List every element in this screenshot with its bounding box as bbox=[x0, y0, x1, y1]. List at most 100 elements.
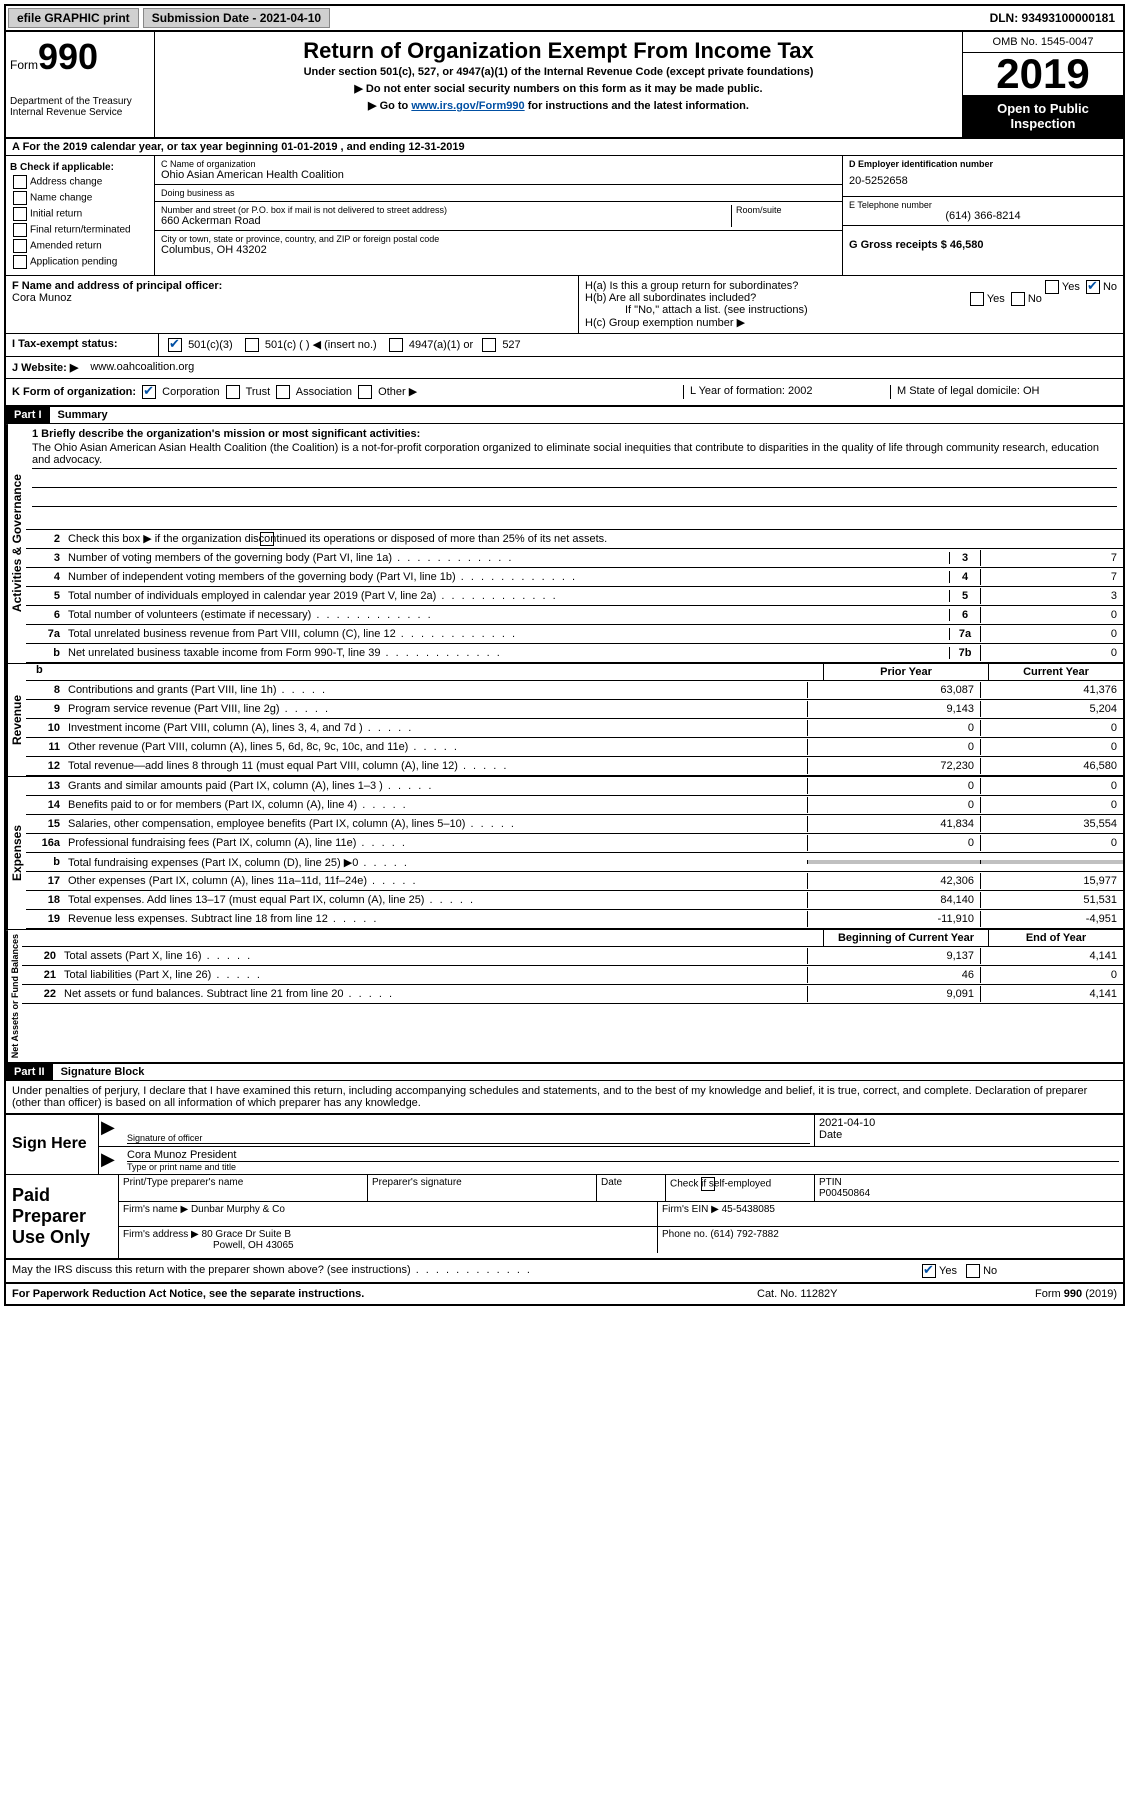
discuss-no[interactable] bbox=[966, 1264, 980, 1278]
firm-ein: 45-5438085 bbox=[722, 1204, 775, 1215]
checkbox-initial-return[interactable] bbox=[13, 207, 27, 221]
exp-line-19: 19 Revenue less expenses. Subtract line … bbox=[26, 910, 1123, 929]
checkbox-amended[interactable] bbox=[13, 239, 27, 253]
row-k-form-org: K Form of organization: Corporation Trus… bbox=[6, 379, 1123, 407]
efile-button[interactable]: efile GRAPHIC print bbox=[8, 8, 139, 28]
row-j-website: J Website: ▶ www.oahcoalition.org bbox=[6, 357, 1123, 379]
checkbox-application-pending[interactable] bbox=[13, 255, 27, 269]
cb-association[interactable] bbox=[276, 385, 290, 399]
section-net-assets: Net Assets or Fund Balances Beginning of… bbox=[6, 930, 1123, 1064]
col-h-group: H(a) Is this a group return for subordin… bbox=[579, 276, 1123, 333]
exp-line-17: 17 Other expenses (Part IX, column (A), … bbox=[26, 872, 1123, 891]
gov-line-7a: 7a Total unrelated business revenue from… bbox=[26, 625, 1123, 644]
cb-4947[interactable] bbox=[389, 338, 403, 352]
sign-arrow-icon-2: ▶ bbox=[99, 1147, 123, 1174]
telephone: (614) 366-8214 bbox=[849, 210, 1117, 222]
ha-yes[interactable] bbox=[1045, 280, 1059, 294]
line-2: 2 Check this box ▶ if the organization d… bbox=[26, 530, 1123, 549]
form-id: Form990 Department of the Treasury Inter… bbox=[6, 32, 155, 137]
cb-trust[interactable] bbox=[226, 385, 240, 399]
exp-line-13: 13 Grants and similar amounts paid (Part… bbox=[26, 777, 1123, 796]
tax-year: 2019 bbox=[963, 53, 1123, 95]
ssn-warning: ▶ Do not enter social security numbers o… bbox=[159, 82, 958, 95]
part1-header: Part I Summary bbox=[6, 407, 1123, 424]
ha-no[interactable] bbox=[1086, 280, 1100, 294]
hb-no[interactable] bbox=[1011, 292, 1025, 306]
firm-phone: (614) 792-7882 bbox=[710, 1229, 778, 1240]
row-i-tax-exempt: I Tax-exempt status: 501(c)(3) 501(c) ( … bbox=[6, 334, 1123, 357]
website-url: www.oahcoalition.org bbox=[84, 357, 1123, 378]
header-right: OMB No. 1545-0047 2019 Open to Public In… bbox=[962, 32, 1123, 137]
part2-header: Part II Signature Block bbox=[6, 1064, 1123, 1081]
firm-address: 80 Grace Dr Suite B bbox=[202, 1229, 291, 1240]
hb-yes[interactable] bbox=[970, 292, 984, 306]
net-header: Beginning of Current Year End of Year bbox=[22, 930, 1123, 947]
section-fh: F Name and address of principal officer:… bbox=[6, 276, 1123, 334]
perjury-statement: Under penalties of perjury, I declare th… bbox=[6, 1081, 1123, 1113]
revenue-header: b Prior Year Current Year bbox=[26, 664, 1123, 681]
section-bcd: B Check if applicable: Address change Na… bbox=[6, 156, 1123, 276]
gov-line-4: 4 Number of independent voting members o… bbox=[26, 568, 1123, 587]
rev-line-8: 8 Contributions and grants (Part VIII, l… bbox=[26, 681, 1123, 700]
sign-here-block: Sign Here ▶ Signature of officer 2021-04… bbox=[6, 1113, 1123, 1175]
exp-line-16a: 16a Professional fundraising fees (Part … bbox=[26, 834, 1123, 853]
irs-link[interactable]: www.irs.gov/Form990 bbox=[411, 100, 524, 112]
gov-line-3: 3 Number of voting members of the govern… bbox=[26, 549, 1123, 568]
cb-corporation[interactable] bbox=[142, 385, 156, 399]
cb-self-employed[interactable] bbox=[701, 1177, 715, 1191]
org-name: Ohio Asian American Health Coalition bbox=[161, 169, 836, 181]
submission-date: Submission Date - 2021-04-10 bbox=[143, 8, 330, 28]
form-container: efile GRAPHIC print Submission Date - 20… bbox=[4, 4, 1125, 1306]
dept-treasury: Department of the Treasury Internal Reve… bbox=[10, 96, 150, 118]
cat-no: Cat. No. 11282Y bbox=[757, 1288, 957, 1300]
section-revenue: Revenue b Prior Year Current Year 8 Cont… bbox=[6, 664, 1123, 777]
checkbox-final-return[interactable] bbox=[13, 223, 27, 237]
sign-date: 2021-04-10 bbox=[819, 1117, 1119, 1129]
gov-line-7b: b Net unrelated business taxable income … bbox=[26, 644, 1123, 663]
header-title-block: Return of Organization Exempt From Incom… bbox=[155, 32, 962, 137]
cb-501c3[interactable] bbox=[168, 338, 182, 352]
ptin: P00450864 bbox=[819, 1188, 1119, 1199]
footer: For Paperwork Reduction Act Notice, see … bbox=[6, 1284, 1123, 1304]
net-line-20: 20 Total assets (Part X, line 16) 9,137 … bbox=[22, 947, 1123, 966]
form-title: Return of Organization Exempt From Incom… bbox=[159, 38, 958, 64]
net-line-21: 21 Total liabilities (Part X, line 26) 4… bbox=[22, 966, 1123, 985]
officer-name-title: Cora Munoz President bbox=[127, 1149, 1119, 1162]
checkbox-address-change[interactable] bbox=[13, 175, 27, 189]
ein: 20-5252658 bbox=[849, 169, 1117, 193]
cb-501c[interactable] bbox=[245, 338, 259, 352]
col-f-officer: F Name and address of principal officer:… bbox=[6, 276, 579, 333]
discuss-yes[interactable] bbox=[922, 1264, 936, 1278]
open-public-badge: Open to Public Inspection bbox=[963, 95, 1123, 137]
sign-arrow-icon: ▶ bbox=[99, 1115, 123, 1146]
exp-line-b: b Total fundraising expenses (Part IX, c… bbox=[26, 853, 1123, 872]
rev-line-9: 9 Program service revenue (Part VIII, li… bbox=[26, 700, 1123, 719]
firm-city: Powell, OH 43065 bbox=[123, 1240, 653, 1251]
rev-line-12: 12 Total revenue—add lines 8 through 11 … bbox=[26, 757, 1123, 776]
gov-line-5: 5 Total number of individuals employed i… bbox=[26, 587, 1123, 606]
mission-block: 1 Briefly describe the organization's mi… bbox=[26, 424, 1123, 530]
form-subtitle: Under section 501(c), 527, or 4947(a)(1)… bbox=[159, 66, 958, 78]
paid-preparer-block: Paid Preparer Use Only Print/Type prepar… bbox=[6, 1175, 1123, 1260]
cb-527[interactable] bbox=[482, 338, 496, 352]
cb-other[interactable] bbox=[358, 385, 372, 399]
year-formation: L Year of formation: 2002 bbox=[683, 385, 890, 399]
state-domicile: M State of legal domicile: OH bbox=[890, 385, 1117, 399]
section-governance: Activities & Governance 1 Briefly descri… bbox=[6, 424, 1123, 664]
cb-discontinued[interactable] bbox=[260, 532, 274, 546]
checkbox-name-change[interactable] bbox=[13, 191, 27, 205]
city-state-zip: Columbus, OH 43202 bbox=[161, 244, 836, 256]
dln: DLN: 93493100000181 bbox=[982, 9, 1123, 27]
street-address: 660 Ackerman Road bbox=[161, 215, 731, 227]
col-b-checkboxes: B Check if applicable: Address change Na… bbox=[6, 156, 155, 275]
mission-text: The Ohio Asian American Asian Health Coa… bbox=[32, 440, 1117, 469]
col-c-org-info: C Name of organization Ohio Asian Americ… bbox=[155, 156, 842, 275]
paperwork-notice: For Paperwork Reduction Act Notice, see … bbox=[12, 1288, 757, 1300]
col-d-ein: D Employer identification number 20-5252… bbox=[842, 156, 1123, 275]
top-bar: efile GRAPHIC print Submission Date - 20… bbox=[6, 6, 1123, 32]
officer-name: Cora Munoz bbox=[12, 292, 572, 304]
row-a-period: A For the 2019 calendar year, or tax yea… bbox=[6, 139, 1123, 156]
net-line-22: 22 Net assets or fund balances. Subtract… bbox=[22, 985, 1123, 1004]
gross-receipts: G Gross receipts $ 46,580 bbox=[849, 229, 1117, 251]
form-990-footer: Form 990 (2019) bbox=[957, 1288, 1117, 1300]
